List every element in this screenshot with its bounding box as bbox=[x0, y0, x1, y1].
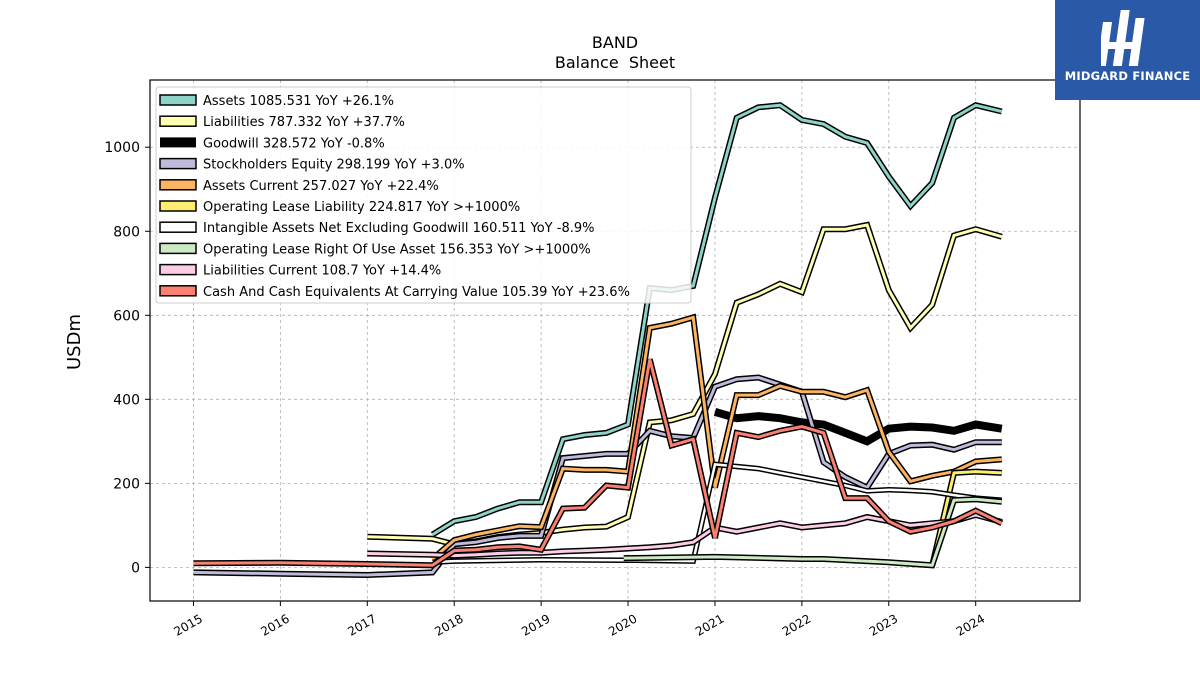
legend-swatch bbox=[159, 285, 197, 297]
legend-label: Cash And Cash Equivalents At Carrying Va… bbox=[203, 285, 630, 300]
series-lines bbox=[193, 102, 1004, 579]
midgard-logo-icon bbox=[1101, 10, 1145, 66]
legend-label: Operating Lease Right Of Use Asset 156.3… bbox=[203, 242, 591, 257]
legend-box bbox=[155, 86, 692, 304]
legend-label: Liabilities Current 108.7 YoY +14.4% bbox=[203, 264, 441, 279]
legend-label: Intangible Assets Net Excluding Goodwill… bbox=[203, 221, 594, 236]
x-tick-label: 2020 bbox=[606, 611, 639, 638]
legend: Assets 1085.531 YoY +26.1% Liabilities 78… bbox=[155, 86, 692, 304]
series-outline-stockholders-equity bbox=[193, 374, 1002, 579]
brand-name: MIDGARD FINANCE bbox=[1064, 69, 1191, 83]
x-tick-label: 2021 bbox=[693, 611, 726, 638]
legend-label: Assets 1085.531 YoY +26.1% bbox=[203, 94, 394, 109]
x-tick-label: 2023 bbox=[867, 611, 900, 638]
legend-swatch bbox=[160, 137, 196, 148]
series-line-operating-lease-right-of-use-asset bbox=[623, 497, 1002, 567]
plot-frame bbox=[149, 79, 1081, 602]
brand-logo: MIDGARD FINANCE bbox=[1055, 0, 1200, 100]
series-line-stockholders-equity bbox=[193, 375, 1002, 577]
legend-swatch bbox=[159, 242, 197, 255]
legend-swatch bbox=[159, 179, 197, 191]
y-axis-label: USDm bbox=[64, 314, 85, 370]
x-tick-label: 2019 bbox=[519, 611, 552, 638]
x-tick-label: 2018 bbox=[432, 611, 465, 638]
x-tick-label: 2022 bbox=[780, 611, 813, 638]
y-tick-label: 0 bbox=[131, 560, 140, 576]
y-tick-label: 1000 bbox=[104, 140, 140, 156]
x-tick-label: 2024 bbox=[954, 611, 987, 638]
legend-label: Stockholders Equity 298.199 YoY +3.0% bbox=[203, 158, 465, 173]
legend-swatch bbox=[159, 94, 197, 106]
legend-label: Goodwill 328.572 YoY -0.8% bbox=[203, 136, 385, 151]
y-tick-label: 800 bbox=[113, 224, 140, 240]
series-line-cash-and-cash-equivalents-at-carrying-value bbox=[193, 359, 1003, 567]
legend-label: Assets Current 257.027 YoY +22.4% bbox=[203, 179, 439, 194]
legend-swatch bbox=[159, 221, 197, 233]
series-line-goodwill bbox=[713, 408, 1003, 446]
legend-label: Operating Lease Liability 224.817 YoY >+… bbox=[203, 200, 520, 215]
y-tick-label: 600 bbox=[113, 308, 140, 324]
series-line-operating-lease-liability bbox=[930, 470, 1002, 566]
legend-swatch bbox=[159, 263, 197, 276]
chart-title: BAND bbox=[592, 33, 638, 52]
legend-label: Liabilities 787.332 YoY +37.7% bbox=[203, 115, 405, 130]
series-line-assets bbox=[431, 103, 1003, 536]
y-tick-label: 400 bbox=[113, 392, 140, 408]
chart-subtitle: Balance Sheet bbox=[555, 53, 675, 72]
x-tick-label: 2015 bbox=[172, 611, 205, 638]
legend-swatch bbox=[159, 157, 197, 170]
legend-swatch bbox=[159, 115, 197, 127]
legend-swatch bbox=[159, 200, 197, 212]
y-tick-label: 200 bbox=[113, 476, 140, 492]
series-line-assets-current bbox=[431, 315, 1002, 561]
x-tick-label: 2016 bbox=[258, 611, 291, 638]
x-tick-label: 2017 bbox=[345, 611, 378, 638]
